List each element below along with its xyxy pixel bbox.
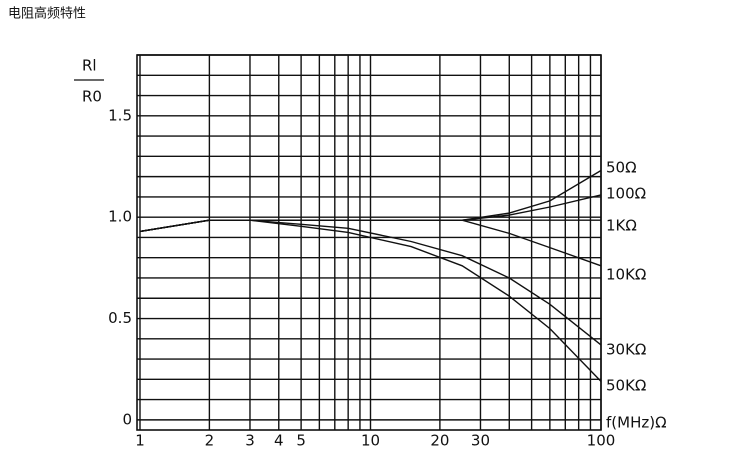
x-tick-label: 3 bbox=[245, 432, 255, 450]
y-tick-label: 0 bbox=[122, 410, 132, 428]
series-label: 1KΩ bbox=[606, 217, 637, 235]
x-label: f(MHz)Ω bbox=[606, 414, 667, 432]
y-tick-label: 0.5 bbox=[108, 309, 132, 327]
x-tick-label: 100 bbox=[587, 432, 616, 450]
y-tick-label: 1.0 bbox=[108, 208, 132, 226]
x-tick-label: 20 bbox=[430, 432, 449, 450]
series-label: 30KΩ bbox=[606, 341, 646, 359]
x-tick-label: 1 bbox=[135, 432, 145, 450]
series-line bbox=[139, 219, 602, 382]
x-tick-label: 30 bbox=[471, 432, 490, 450]
y-label-top: Rl bbox=[82, 57, 97, 75]
series-label: 50KΩ bbox=[606, 377, 646, 395]
x-tick-label: 10 bbox=[361, 432, 380, 450]
series-label: 10KΩ bbox=[606, 266, 646, 284]
y-label-bottom: R0 bbox=[82, 88, 102, 106]
y-tick-label: 1.5 bbox=[108, 106, 132, 124]
x-tick-label: 5 bbox=[296, 432, 306, 450]
series-label: 50Ω bbox=[606, 159, 637, 177]
x-tick-label: 4 bbox=[274, 432, 284, 450]
chart-title: 电阻高频特性 bbox=[8, 6, 86, 22]
x-tick-label: 2 bbox=[205, 432, 215, 450]
series-label: 100Ω bbox=[606, 185, 646, 203]
